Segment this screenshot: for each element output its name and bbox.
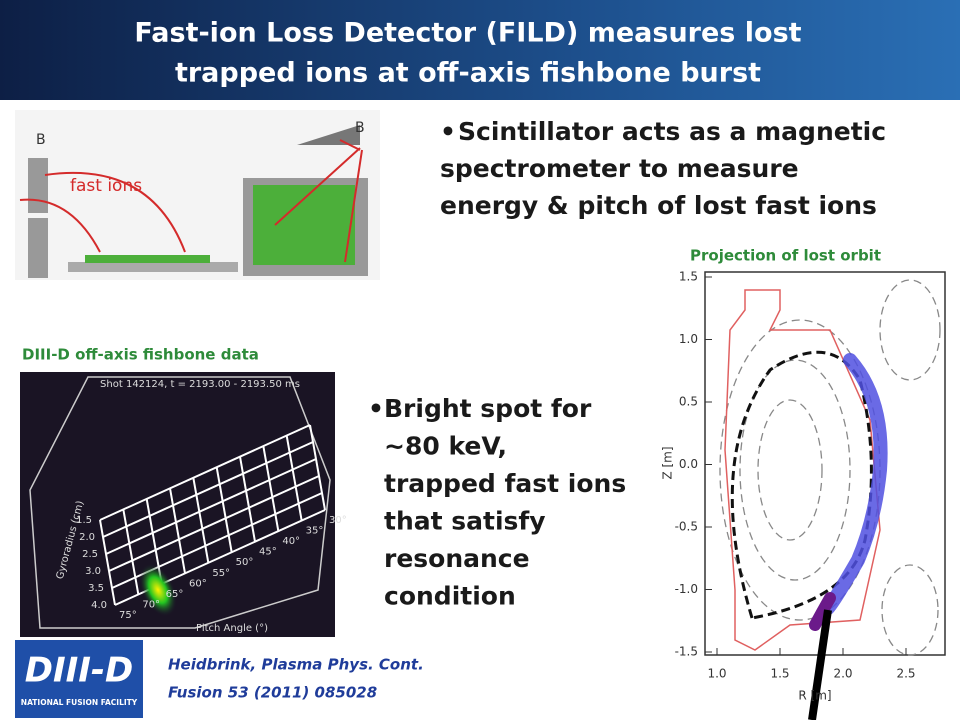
bullet-point: • (368, 394, 384, 423)
pitch-tick: 70° (142, 599, 160, 610)
x-tick-label: 1.0 (707, 667, 726, 681)
gyroradius-tick: 2.0 (79, 532, 95, 543)
grid-line (105, 458, 317, 555)
y-tick-label: 0.5 (679, 395, 698, 409)
ion-label: fast ions (70, 176, 142, 196)
bullet-point: • (440, 117, 456, 146)
logo-name: DIII-D (25, 651, 134, 691)
bullet-line: condition (384, 582, 516, 611)
grid-line (262, 445, 280, 532)
title-line: Fast-ion Loss Detector (FILD) measures l… (134, 18, 801, 49)
bullet-line: spectrometer to measure (440, 154, 799, 183)
field-label: B (36, 132, 46, 148)
field-label: B (355, 120, 365, 136)
grid-line (309, 424, 326, 511)
pitch-tick: 75° (119, 610, 137, 621)
grid-line (192, 477, 210, 563)
pitch-tick: 45° (259, 547, 277, 558)
y-tick-label: 0.0 (679, 457, 698, 471)
grid-line (108, 475, 320, 572)
gyroradius-tick: 4.0 (91, 600, 107, 611)
grid-line (169, 488, 186, 574)
citation-line: Heidbrink, Plasma Phys. Cont. (168, 656, 424, 674)
gyroradius-tick: 1.5 (76, 515, 92, 526)
y-tick-label: 1.5 (679, 270, 698, 284)
grid-line (285, 435, 303, 521)
x-tick-label: 2.5 (896, 667, 915, 681)
figure-caption: Projection of lost orbit (690, 247, 881, 265)
grid-line (239, 456, 256, 542)
pitch-tick: 55° (212, 568, 230, 579)
grid-line (102, 441, 314, 538)
grid-line (215, 467, 233, 553)
logo: DIII-D NATIONAL FUSION FACILITY (15, 640, 143, 718)
orbit-plot: Z [m] R [m] 1.5 1.0 0.5 0.0 -0.5 -1.0 -1.5 1.0 1… (648, 265, 960, 721)
x-tick-label: 1.5 (770, 667, 789, 681)
pitch-tick: 65° (166, 589, 184, 600)
y-tick-label: -1.0 (675, 582, 698, 596)
grid-line (99, 519, 116, 606)
axis-label: Pitch Angle (°) (196, 623, 268, 634)
fishbone-image: Shot 142124, t = 2193.00 - 2193.50 ms Gy… (20, 372, 347, 637)
gyroradius-tick: 3.5 (88, 583, 104, 594)
bullet-line: trapped fast ions (384, 469, 626, 498)
y-tick-label: 1.0 (679, 332, 698, 346)
y-tick-label: -0.5 (675, 520, 698, 534)
x-tick-label: 2.0 (833, 667, 852, 681)
bullet-line: ~80 keV, (384, 432, 507, 461)
bullet-line: that satisfy (384, 507, 546, 536)
axis-label: R [m] (798, 689, 831, 703)
bullet-line: Scintillator acts as a magnetic (458, 117, 886, 146)
title-bar (0, 0, 960, 100)
title-line: trapped ions at off-axis fishbone burst (175, 58, 761, 89)
gyroradius-tick: 2.5 (82, 549, 98, 560)
bullet-line: Bright spot for (384, 394, 592, 423)
pitch-tick: 35° (306, 526, 324, 537)
citation-line: Fusion 53 (2011) 085028 (168, 684, 377, 702)
grid-line (99, 424, 311, 521)
grid-line (122, 509, 140, 595)
pitch-tick: 50° (236, 557, 254, 568)
logo-subtitle: NATIONAL FUSION FACILITY (21, 698, 138, 707)
pitch-tick: 60° (189, 578, 207, 589)
pitch-tick: 40° (282, 536, 300, 547)
axis-label: Z [m] (661, 446, 675, 479)
bullet-line: resonance (384, 544, 530, 573)
figure-caption: DIII-D off-axis fishbone data (22, 346, 259, 364)
detector-schematic: B fast ions B (15, 110, 380, 280)
pitch-tick: 30° (329, 515, 347, 526)
y-tick-label: -1.5 (675, 645, 698, 659)
bullet-line: energy & pitch of lost fast ions (440, 191, 877, 220)
gyroradius-tick: 3.0 (85, 566, 101, 577)
shot-label: Shot 142124, t = 2193.00 - 2193.50 ms (100, 379, 300, 390)
